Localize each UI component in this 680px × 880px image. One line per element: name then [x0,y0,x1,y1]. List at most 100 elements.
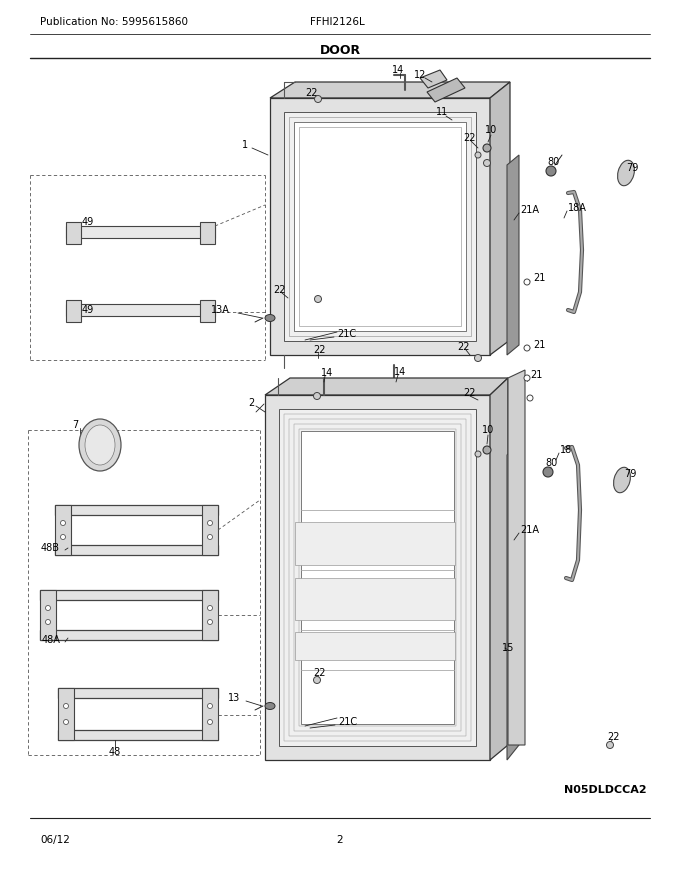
Text: 22: 22 [608,732,620,742]
Circle shape [207,720,212,724]
Text: 14: 14 [321,368,333,378]
Polygon shape [55,545,218,555]
Text: 21A: 21A [520,525,539,535]
Circle shape [527,395,533,401]
Text: 48B: 48B [41,543,60,553]
Circle shape [524,279,530,285]
Text: 79: 79 [626,163,639,173]
Text: 10: 10 [485,125,497,135]
Text: N05DLDCCA2: N05DLDCCA2 [564,785,646,795]
Ellipse shape [85,425,115,465]
Text: 15: 15 [502,643,514,653]
Text: 48: 48 [109,747,121,757]
Circle shape [313,392,320,400]
Ellipse shape [265,314,275,321]
Circle shape [207,520,212,525]
Polygon shape [202,505,218,555]
Text: 2: 2 [337,835,343,845]
Circle shape [543,467,553,477]
Text: Publication No: 5995615860: Publication No: 5995615860 [40,17,188,27]
Polygon shape [490,378,508,760]
Text: 21: 21 [533,340,545,350]
Circle shape [475,152,481,158]
Text: 48A: 48A [41,635,60,645]
Polygon shape [58,730,218,740]
Text: 21C: 21C [338,717,357,727]
Polygon shape [270,82,510,98]
Circle shape [546,166,556,176]
Polygon shape [507,155,519,355]
Polygon shape [66,304,215,316]
Polygon shape [55,505,71,555]
Text: 22: 22 [313,345,326,355]
Circle shape [314,296,322,303]
Ellipse shape [613,467,630,493]
Text: 22: 22 [464,388,476,398]
Ellipse shape [265,702,275,709]
Polygon shape [279,409,476,746]
Polygon shape [265,378,508,395]
Circle shape [607,742,613,749]
Polygon shape [55,505,218,515]
Polygon shape [202,688,218,740]
Text: 80: 80 [546,458,558,468]
Polygon shape [40,590,56,640]
Polygon shape [294,122,466,331]
Text: 2: 2 [248,398,254,408]
Polygon shape [270,98,490,355]
Polygon shape [202,590,218,640]
Circle shape [475,451,481,457]
Circle shape [483,144,491,152]
Text: 22: 22 [306,88,318,98]
Text: 21C: 21C [337,329,356,339]
Ellipse shape [617,160,634,186]
Text: 1: 1 [242,140,248,150]
Text: 21: 21 [533,273,545,283]
Circle shape [207,620,212,625]
Polygon shape [66,300,81,322]
Polygon shape [40,630,218,640]
Polygon shape [295,632,455,660]
Text: 18A: 18A [568,203,587,213]
Circle shape [61,534,65,539]
Text: 14: 14 [392,65,404,75]
Circle shape [63,720,69,724]
Polygon shape [66,222,81,244]
Polygon shape [295,522,455,565]
Text: 18: 18 [560,445,573,455]
Circle shape [524,345,530,351]
Circle shape [483,446,491,454]
Polygon shape [200,300,215,322]
Ellipse shape [79,419,121,471]
Polygon shape [66,226,215,238]
Polygon shape [420,70,447,88]
Text: 22: 22 [274,285,286,295]
Text: 21: 21 [530,370,543,380]
Polygon shape [265,395,490,760]
Text: 21A: 21A [520,205,539,215]
Text: 7: 7 [72,420,78,430]
Polygon shape [427,78,465,102]
Text: 22: 22 [313,668,326,678]
Polygon shape [40,590,218,600]
Text: 10: 10 [482,425,494,435]
Text: 80: 80 [547,157,559,167]
Circle shape [207,605,212,611]
Polygon shape [200,222,215,244]
Polygon shape [508,370,525,745]
Text: 13: 13 [228,693,240,703]
Circle shape [207,534,212,539]
Text: 12: 12 [414,70,426,80]
Text: FFHI2126L: FFHI2126L [310,17,364,27]
Text: 14: 14 [394,367,406,377]
Circle shape [524,375,530,381]
Circle shape [63,703,69,708]
Text: 06/12: 06/12 [40,835,70,845]
Circle shape [314,96,322,102]
Circle shape [313,677,320,684]
Polygon shape [284,112,476,341]
Text: 49: 49 [82,305,94,315]
Circle shape [483,159,490,166]
Polygon shape [301,431,454,724]
Circle shape [61,520,65,525]
